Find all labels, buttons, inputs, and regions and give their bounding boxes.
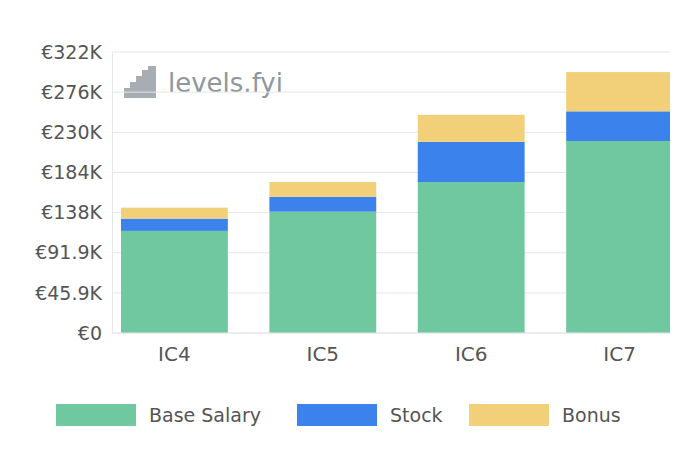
bar (566, 111, 670, 141)
series-1 (121, 111, 670, 231)
x-tick: IC6 (455, 333, 488, 366)
legend-label: Stock (390, 404, 443, 426)
legend-label: Bonus (562, 404, 621, 426)
y-tick: €276K (41, 81, 112, 103)
y-axis: €0 €45.9K €91.9K €138K €184K €230K €276K €322K (35, 41, 112, 344)
x-tick: IC7 (603, 333, 636, 366)
watermark-text: levels.fyi (168, 68, 283, 98)
bars (121, 72, 670, 333)
y-tick: €138K (41, 201, 112, 223)
x-tick-label: IC4 (158, 342, 191, 366)
bar (418, 142, 525, 182)
series-2 (121, 72, 670, 219)
watermark-icon (148, 66, 156, 98)
y-tick-label: €0 (78, 322, 102, 344)
x-tick-label: IC5 (307, 342, 340, 366)
y-axis-line (112, 53, 113, 334)
legend-swatch (297, 404, 377, 426)
x-tick-label: IC7 (603, 342, 636, 366)
y-tick: €45.9K (35, 282, 112, 304)
bar (121, 208, 228, 219)
legend-swatch (56, 404, 136, 426)
x-tick: IC5 (307, 333, 340, 366)
bar (269, 197, 376, 212)
y-tick: €0 (78, 322, 112, 344)
bar (269, 212, 376, 333)
bar (418, 182, 525, 333)
grid-line (112, 333, 670, 334)
series-0 (121, 141, 670, 333)
y-tick-label: €322K (41, 41, 102, 63)
y-tick: €91.9K (35, 241, 112, 263)
x-tick: IC4 (158, 333, 191, 366)
y-tick-label: €184K (41, 161, 102, 183)
x-axis-line (112, 333, 670, 334)
legend-swatch (469, 404, 549, 426)
grid-line (112, 52, 670, 53)
x-tick-label: IC6 (455, 342, 488, 366)
bar (121, 219, 228, 231)
y-tick-label: €45.9K (35, 282, 102, 304)
y-tick-label: €230K (41, 121, 102, 143)
bar (418, 115, 525, 142)
bar (566, 72, 670, 111)
y-tick: €184K (41, 161, 112, 183)
y-tick-label: €276K (41, 81, 102, 103)
legend: Base Salary Stock Bonus (56, 404, 621, 426)
legend-label: Base Salary (149, 404, 261, 426)
y-tick: €230K (41, 121, 112, 143)
bar (269, 182, 376, 197)
y-tick-label: €138K (41, 201, 102, 223)
y-tick: €322K (41, 41, 112, 63)
x-axis: IC4 IC5 IC6 IC7 (112, 333, 670, 366)
bar (566, 141, 670, 333)
watermark: levels.fyi (124, 66, 283, 98)
chart: levels.fyi€0€45.9K€91.9K€138K€184K€230K€… (0, 0, 690, 450)
y-tick-label: €91.9K (35, 241, 102, 263)
bar (121, 231, 228, 333)
